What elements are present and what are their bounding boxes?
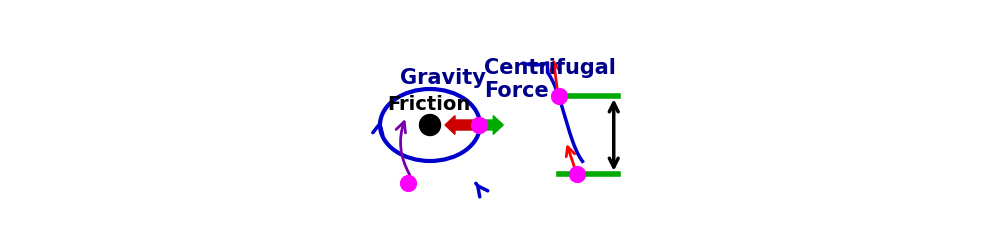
Point — [471, 123, 487, 127]
Text: Centrifugal
Force: Centrifugal Force — [484, 58, 616, 101]
FancyArrow shape — [445, 116, 474, 134]
Text: Friction: Friction — [388, 95, 471, 114]
Circle shape — [420, 114, 440, 136]
FancyArrow shape — [480, 116, 503, 134]
Point — [569, 172, 585, 176]
Text: Gravity: Gravity — [400, 68, 485, 87]
Point — [551, 94, 567, 98]
Point — [400, 180, 416, 184]
